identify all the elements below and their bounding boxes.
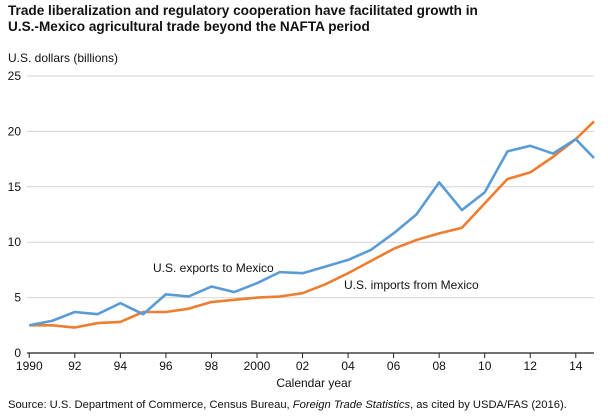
x-tick-label: 12 — [524, 359, 538, 373]
chart-title-line-1: Trade liberalization and regulatory coop… — [8, 3, 478, 18]
series-line-imports — [29, 120, 595, 329]
series-label-imports: U.S. imports from Mexico — [344, 278, 479, 292]
x-tick-label: 94 — [114, 359, 128, 373]
x-tick-label: 96 — [159, 359, 173, 373]
x-tick-label: 98 — [205, 359, 219, 373]
y-tick-label: 15 — [8, 180, 22, 194]
y-axis-label: U.S. dollars (billions) — [8, 51, 119, 65]
source-suffix: , as cited by USDA/FAS (2016). — [410, 399, 567, 411]
x-tick-label: 06 — [387, 359, 401, 373]
source-italic: Foreign Trade Statistics — [292, 399, 411, 411]
chart-title: Trade liberalization and regulatory coop… — [8, 3, 604, 35]
source-note: Source: U.S. Department of Commerce, Cen… — [8, 399, 567, 411]
y-tick-label: 0 — [14, 346, 21, 360]
source-prefix: Source: U.S. Department of Commerce, Cen… — [8, 399, 293, 411]
x-tick-label: 1990 — [16, 359, 43, 373]
x-tick-label: 14 — [569, 359, 583, 373]
y-tick-label: 20 — [8, 124, 22, 138]
y-tick-label: 10 — [8, 235, 22, 249]
y-tick-label: 5 — [14, 291, 21, 305]
x-tick-label: 10 — [478, 359, 492, 373]
x-tick-label: 92 — [68, 359, 82, 373]
x-tick-label: 08 — [432, 359, 446, 373]
x-tick-label: 2000 — [244, 359, 271, 373]
x-tick-label: 04 — [341, 359, 355, 373]
series-line-exports — [29, 137, 595, 327]
x-axis-title: Calendar year — [276, 376, 351, 390]
x-tick-label: 02 — [296, 359, 310, 373]
chart-title-line-2: U.S.-Mexico agricultural trade beyond th… — [8, 19, 370, 34]
y-tick-label: 25 — [8, 69, 22, 83]
series-label-exports: U.S. exports to Mexico — [153, 261, 274, 275]
